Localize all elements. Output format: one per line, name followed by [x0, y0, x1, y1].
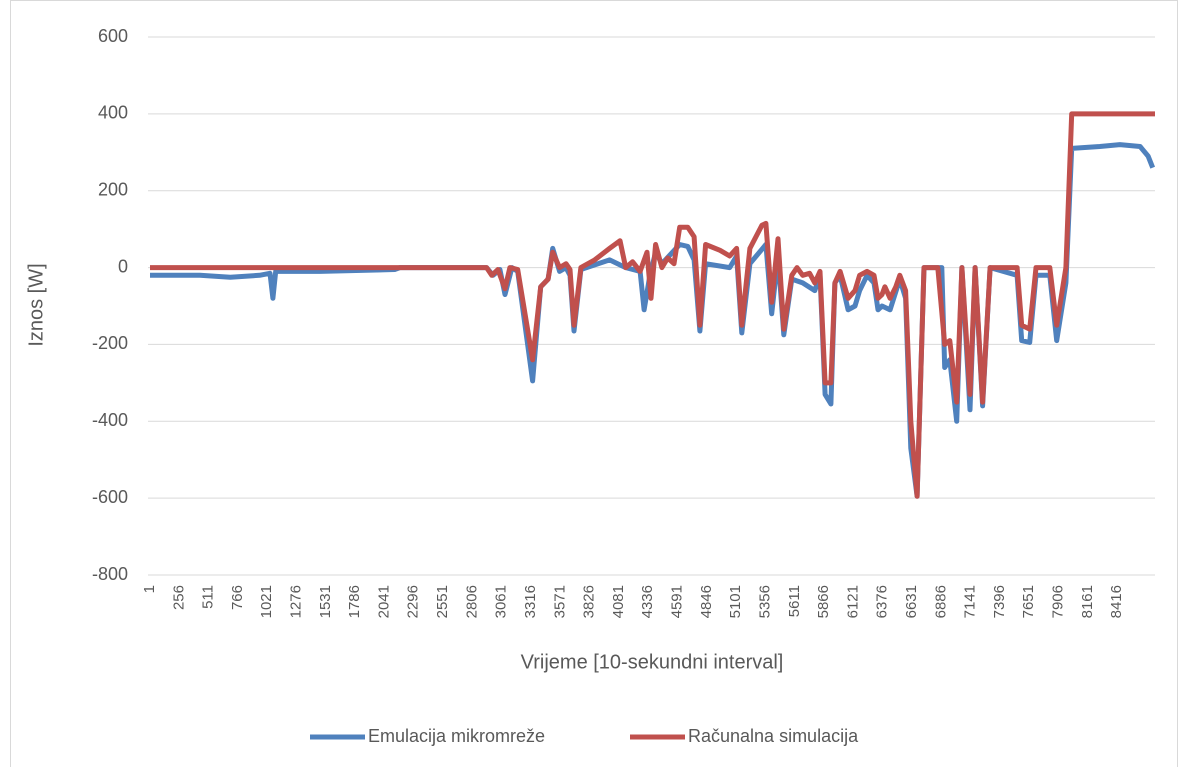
legend-label: Računalna simulacija — [688, 726, 859, 746]
x-tick-label: 3316 — [522, 585, 539, 618]
x-tick-label: 2806 — [463, 585, 480, 618]
y-tick-label: 600 — [98, 26, 128, 46]
x-tick-label: 4591 — [669, 585, 686, 618]
x-tick-label: 4336 — [639, 585, 656, 618]
x-tick-label: 7396 — [991, 585, 1008, 618]
x-tick-label: 7651 — [1020, 585, 1037, 618]
x-tick-label: 1786 — [346, 585, 363, 618]
data-line — [150, 142, 1156, 499]
x-tick-label: 3826 — [581, 585, 598, 618]
x-tick-label: 766 — [229, 585, 246, 610]
x-tick-label: 511 — [200, 585, 217, 609]
x-tick-label: 6376 — [874, 585, 891, 618]
x-tick-label: 1 — [141, 585, 158, 593]
x-tick-label: 5356 — [756, 585, 773, 618]
x-tick-label: 6121 — [844, 585, 861, 618]
x-tick-label: 3571 — [551, 585, 568, 618]
x-tick-label: 5611 — [786, 585, 803, 617]
x-tick-label: 4846 — [698, 585, 715, 618]
y-axis-title: Iznos [W] — [25, 263, 47, 346]
x-tick-label: 1021 — [258, 585, 275, 618]
x-tick-label: 3061 — [493, 585, 510, 618]
x-tick-label: 8161 — [1079, 585, 1096, 618]
y-tick-label: -600 — [92, 487, 128, 507]
y-tick-label: -200 — [92, 333, 128, 353]
x-tick-label: 2551 — [434, 585, 451, 618]
x-tick-label: 7906 — [1050, 585, 1067, 618]
x-tick-label: 1276 — [288, 585, 305, 618]
x-tick-label: 6886 — [932, 585, 949, 618]
x-tick-label: 2041 — [375, 585, 392, 618]
x-tick-label: 7141 — [962, 585, 979, 618]
y-tick-label: 200 — [98, 179, 128, 199]
x-tick-label: 256 — [170, 585, 187, 610]
x-tick-label: 5101 — [727, 585, 744, 618]
y-tick-label: -400 — [92, 410, 128, 430]
x-tick-label: 5866 — [815, 585, 832, 618]
x-tick-label: 1531 — [317, 585, 334, 618]
data-line — [150, 111, 1155, 499]
y-tick-label: -800 — [92, 564, 128, 584]
x-tick-label: 8416 — [1108, 585, 1125, 618]
y-tick-label: 400 — [98, 103, 128, 123]
x-axis-title: Vrijeme [10-sekundni interval] — [521, 651, 784, 673]
y-tick-label: 0 — [118, 256, 128, 276]
legend-label: Emulacija mikromreže — [368, 726, 545, 746]
x-tick-label: 2296 — [405, 585, 422, 618]
x-tick-label: 4081 — [610, 585, 627, 618]
x-tick-label: 6631 — [903, 585, 920, 618]
chart-border — [10, 0, 1178, 772]
